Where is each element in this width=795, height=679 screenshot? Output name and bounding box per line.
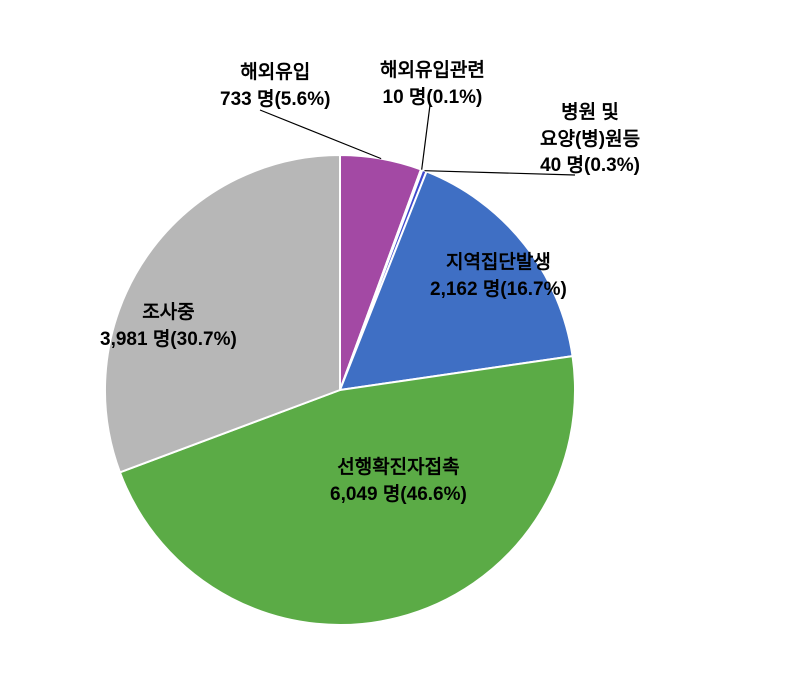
slice-value: 3,981 명(30.7%) [100, 327, 237, 354]
slice-category: 요양(병)원등 [540, 127, 640, 154]
slice-label: 조사중3,981 명(30.7%) [100, 300, 237, 353]
slice-category: 선행확진자접촉 [330, 455, 467, 482]
slice-category: 해외유입관련 [380, 58, 485, 85]
slice-category: 해외유입 [220, 60, 330, 87]
pie-chart-container: 해외유입733 명(5.6%) 해외유입관련10 명(0.1%) 병원 및요양(병)… [0, 0, 795, 679]
slice-value: 40 명(0.3%) [540, 153, 640, 180]
leader-line [422, 105, 430, 170]
slice-category: 조사중 [100, 300, 237, 327]
slice-value: 2,162 명(16.7%) [430, 277, 567, 304]
slice-value: 6,049 명(46.6%) [330, 482, 467, 509]
slice-label: 해외유입733 명(5.6%) [220, 60, 330, 113]
slice-label: 선행확진자접촉6,049 명(46.6%) [330, 455, 467, 508]
leader-line [260, 110, 381, 159]
slice-value: 733 명(5.6%) [220, 87, 330, 114]
slice-value: 10 명(0.1%) [380, 85, 485, 112]
slice-label: 병원 및요양(병)원등40 명(0.3%) [540, 100, 640, 180]
slice-category: 지역집단발생 [430, 250, 567, 277]
slice-category: 병원 및 [540, 100, 640, 127]
slice-label: 지역집단발생2,162 명(16.7%) [430, 250, 567, 303]
slice-label: 해외유입관련10 명(0.1%) [380, 58, 485, 111]
